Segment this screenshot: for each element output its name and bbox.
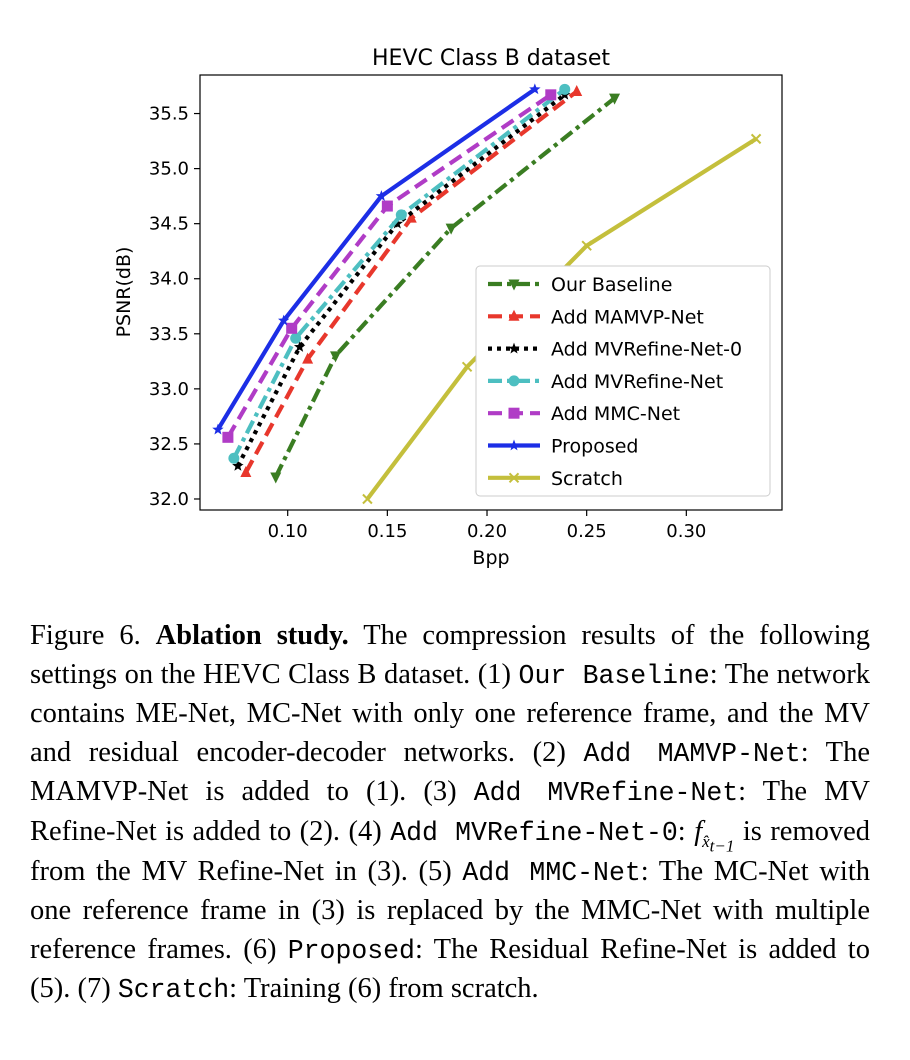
legend-label: Scratch xyxy=(551,468,623,490)
data-point xyxy=(232,459,244,471)
legend-marker xyxy=(508,279,520,291)
data-point xyxy=(395,209,407,221)
legend-entry: Proposed xyxy=(488,436,638,458)
term-add-mvrefine-net-0: Add MVRefine-Net-0 xyxy=(390,817,678,848)
y-tick-label: 32.5 xyxy=(149,434,189,455)
legend-box xyxy=(475,265,771,497)
data-point xyxy=(330,351,342,363)
data-point xyxy=(581,240,592,251)
legend-marker xyxy=(508,375,520,387)
data-point xyxy=(212,423,224,435)
data-point xyxy=(529,83,541,95)
legend-label: Add MVRefine-Net-0 xyxy=(551,339,742,361)
legend-label: Add MMC-Net xyxy=(551,403,680,425)
x-tick-label: 0.20 xyxy=(467,521,507,542)
series-line xyxy=(243,89,578,474)
legend-marker xyxy=(508,407,520,419)
data-point xyxy=(391,217,404,229)
data-point xyxy=(293,341,306,352)
y-tick-label: 34.0 xyxy=(149,269,189,290)
term-add-mamvp-net: Add MAMVP-Net xyxy=(583,738,801,769)
y-axis-ticks: 32.0 32.5 33.0 33.5 34.0 34.5 35.0 35.5 xyxy=(149,104,200,510)
caption-bold-title: Ablation study. xyxy=(155,620,349,651)
series-line xyxy=(216,87,536,431)
data-point xyxy=(375,190,388,201)
legend-marker xyxy=(508,439,520,451)
chart: HEVC Class B dataset 0.10 0.15 0.20 0.25 0.3… xyxy=(113,46,783,569)
data-point xyxy=(362,493,373,505)
legend-label: Add MAMVP-Net xyxy=(551,306,704,328)
data-point xyxy=(461,361,473,373)
data-point xyxy=(286,322,298,334)
series-line xyxy=(232,87,566,460)
x-tick-label: 0.15 xyxy=(367,521,407,542)
series-1 xyxy=(240,85,583,478)
data-point xyxy=(302,352,314,364)
y-tick-label: 34.5 xyxy=(149,214,189,235)
figure-caption: Figure 6. Ablation study. The compressio… xyxy=(30,620,871,1006)
legend-label: Our Baseline xyxy=(551,274,672,296)
legend-entry: Add MVRefine-Net xyxy=(488,371,723,393)
legend-entry: Scratch xyxy=(488,468,623,490)
series-3 xyxy=(228,83,571,464)
x-tick-label: 0.10 xyxy=(268,521,308,542)
y-tick-label: 35.5 xyxy=(149,104,189,125)
legend-label: Proposed xyxy=(551,436,638,458)
plot-area xyxy=(212,83,762,505)
legend-entry: Add MVRefine-Net-0 xyxy=(488,339,742,361)
legend-marker xyxy=(508,472,520,484)
legend-entry: Add MAMVP-Net xyxy=(488,306,704,328)
data-point xyxy=(545,89,557,101)
y-tick-label: 33.5 xyxy=(149,324,189,345)
legend-entry: Add MMC-Net xyxy=(488,403,680,425)
x-axis-label: Bpp xyxy=(472,547,509,569)
legend-marker xyxy=(508,309,520,321)
data-point xyxy=(270,472,282,484)
data-point xyxy=(559,83,571,95)
series-line xyxy=(273,96,616,478)
y-tick-label: 33.0 xyxy=(149,379,189,400)
series-line xyxy=(236,93,566,467)
legend-label: Add MVRefine-Net xyxy=(551,371,723,393)
data-point xyxy=(278,314,290,326)
term-add-mmc-net: Add MMC-Net xyxy=(462,857,641,888)
data-point xyxy=(609,93,621,105)
data-point xyxy=(290,332,302,344)
term-scratch: Scratch xyxy=(117,975,230,1006)
data-point xyxy=(381,200,393,212)
data-point xyxy=(445,223,457,235)
series-4 xyxy=(222,89,557,443)
x-tick-label: 0.30 xyxy=(666,521,706,542)
x-axis-ticks: 0.10 0.15 0.20 0.25 0.30 xyxy=(268,510,706,542)
axes-frame xyxy=(199,74,783,511)
y-tick-label: 32.0 xyxy=(149,489,189,510)
y-axis-label: PSNR(dB) xyxy=(113,247,135,338)
data-point xyxy=(750,133,762,145)
figure-label: Figure 6. xyxy=(30,620,141,651)
legend-marker xyxy=(508,342,520,354)
math-expression: fx̂t−1 xyxy=(694,815,735,856)
chart-title: HEVC Class B dataset xyxy=(372,46,610,71)
data-point xyxy=(228,452,240,464)
legend-entry: Our Baseline xyxy=(488,274,672,296)
legend: Our Baseline Add MAMVP-Net Add MVRefine-Ne… xyxy=(475,265,771,497)
series-line xyxy=(226,93,552,439)
data-point xyxy=(240,466,252,478)
series-5 xyxy=(212,83,541,435)
x-tick-label: 0.25 xyxy=(567,521,607,542)
term-proposed: Proposed xyxy=(287,935,415,966)
term-add-mvrefine-net: Add MVRefine-Net xyxy=(473,778,739,809)
data-point xyxy=(405,211,417,223)
series-0 xyxy=(270,93,621,484)
term-our-baseline: Our Baseline xyxy=(518,660,710,691)
y-tick-label: 35.0 xyxy=(149,159,189,180)
data-point xyxy=(222,431,234,443)
data-point xyxy=(571,85,583,97)
